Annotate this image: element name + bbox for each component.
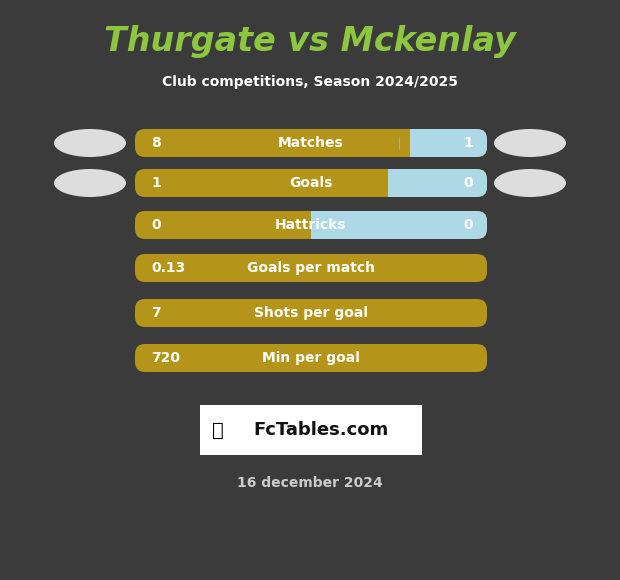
Text: 720: 720 xyxy=(151,351,180,365)
FancyBboxPatch shape xyxy=(200,405,422,455)
Text: 1: 1 xyxy=(151,176,161,190)
Text: Hattricks: Hattricks xyxy=(275,218,347,232)
Text: 16 december 2024: 16 december 2024 xyxy=(237,476,383,490)
Ellipse shape xyxy=(54,129,126,157)
Text: 0: 0 xyxy=(463,218,473,232)
Ellipse shape xyxy=(54,169,126,197)
FancyBboxPatch shape xyxy=(399,129,487,157)
Text: Matches: Matches xyxy=(278,136,344,150)
Text: 0.13: 0.13 xyxy=(151,261,185,275)
Text: Shots per goal: Shots per goal xyxy=(254,306,368,320)
Text: 8: 8 xyxy=(151,136,161,150)
Text: 0: 0 xyxy=(463,176,473,190)
Ellipse shape xyxy=(494,169,566,197)
FancyBboxPatch shape xyxy=(135,344,487,372)
FancyBboxPatch shape xyxy=(135,254,487,282)
FancyBboxPatch shape xyxy=(135,211,487,239)
FancyBboxPatch shape xyxy=(378,169,389,197)
Text: FcTables.com: FcTables.com xyxy=(254,421,389,439)
FancyBboxPatch shape xyxy=(135,129,487,157)
FancyBboxPatch shape xyxy=(378,169,487,197)
FancyBboxPatch shape xyxy=(135,299,487,327)
Text: Thurgate vs Mckenlay: Thurgate vs Mckenlay xyxy=(104,26,516,59)
Text: Goals per match: Goals per match xyxy=(247,261,375,275)
Text: Goals: Goals xyxy=(290,176,333,190)
FancyBboxPatch shape xyxy=(135,169,487,197)
FancyBboxPatch shape xyxy=(399,129,410,157)
Text: 7: 7 xyxy=(151,306,161,320)
Text: 1: 1 xyxy=(463,136,473,150)
FancyBboxPatch shape xyxy=(301,211,311,239)
Text: Min per goal: Min per goal xyxy=(262,351,360,365)
Text: 📊: 📊 xyxy=(212,420,224,440)
Text: 0: 0 xyxy=(151,218,161,232)
Ellipse shape xyxy=(494,129,566,157)
FancyBboxPatch shape xyxy=(301,211,487,239)
Text: Club competitions, Season 2024/2025: Club competitions, Season 2024/2025 xyxy=(162,75,458,89)
